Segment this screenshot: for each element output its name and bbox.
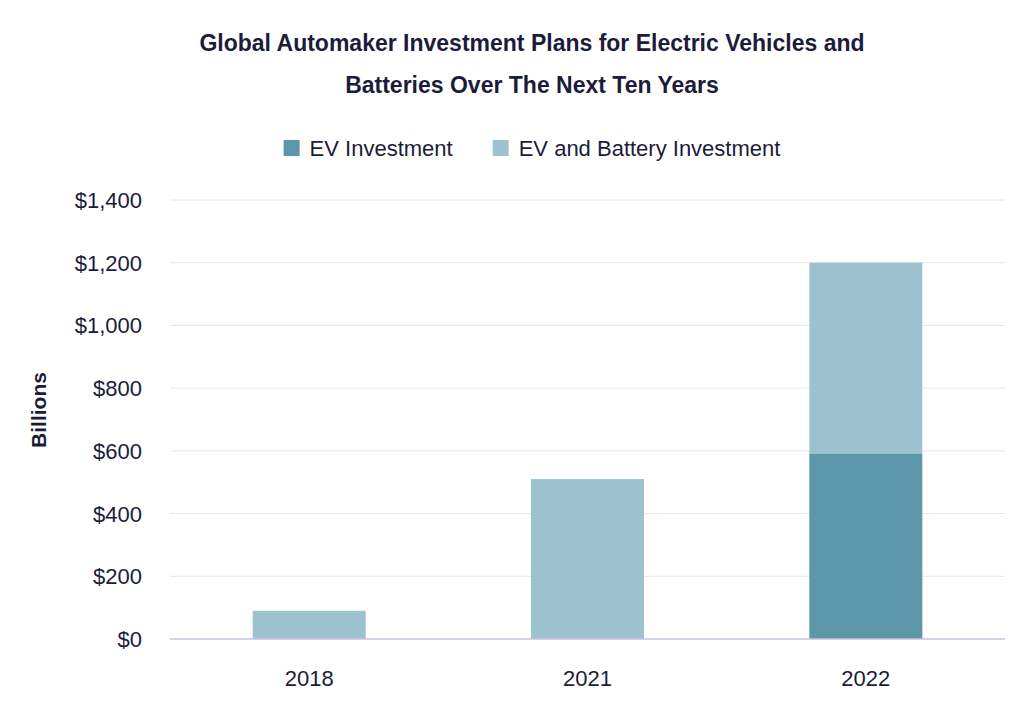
legend-label: EV and Battery Investment bbox=[519, 136, 781, 161]
tick-label: $400 bbox=[93, 502, 142, 527]
legend-swatch bbox=[284, 140, 300, 156]
tick-label: $0 bbox=[118, 627, 142, 652]
axis-label: Billions bbox=[27, 372, 50, 448]
bar bbox=[531, 479, 644, 639]
tick-label: $600 bbox=[93, 439, 142, 464]
bar bbox=[809, 454, 922, 639]
chart: $0 $200 $400 $600 $800 $1,000 $1,200 $1,400 Bill… bbox=[0, 0, 1032, 708]
tick-label: $800 bbox=[93, 376, 142, 401]
x-axis bbox=[170, 638, 1005, 640]
tick-label: $1,400 bbox=[75, 188, 142, 213]
bar bbox=[809, 263, 922, 454]
tick-label: $1,000 bbox=[75, 313, 142, 338]
tick-label: $200 bbox=[93, 564, 142, 589]
category-label: 2018 bbox=[285, 666, 334, 691]
category-label: 2022 bbox=[841, 666, 890, 691]
category-label: 2021 bbox=[563, 666, 612, 691]
title: Global Automaker Investment Plans for El… bbox=[172, 22, 892, 106]
tick-label: $1,200 bbox=[75, 251, 142, 276]
bars bbox=[253, 263, 923, 639]
legend-swatch bbox=[493, 140, 509, 156]
legend-label: EV Investment bbox=[310, 136, 453, 161]
grid-line bbox=[170, 200, 1005, 201]
legend: EV Investment EV and Battery Investment bbox=[284, 136, 781, 161]
bar bbox=[253, 611, 366, 639]
